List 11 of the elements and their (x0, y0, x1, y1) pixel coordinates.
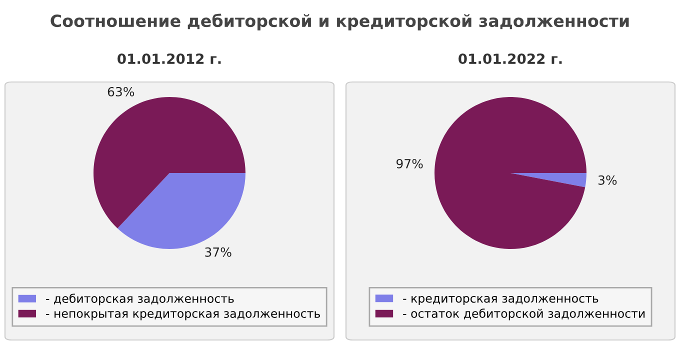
legend-label: - дебиторская задолженность (46, 294, 234, 306)
legend-label: - непокрытая кредиторская задолженность (46, 311, 320, 320)
chart-title: 01.01.2012 г. (118, 54, 221, 64)
legend-label: - остаток дебиторской задолженности (403, 308, 645, 320)
data-label: 97% (396, 158, 423, 168)
legend-label: - кредиторская задолженность (403, 296, 598, 306)
data-label: 3% (598, 175, 617, 185)
text: Соотношение дебиторской и кредиторской задолженности (50, 14, 629, 30)
chart-title: 01.01.2022 г. (458, 54, 562, 64)
data-label: 37% (205, 247, 232, 257)
data-label: 63% (108, 86, 134, 96)
